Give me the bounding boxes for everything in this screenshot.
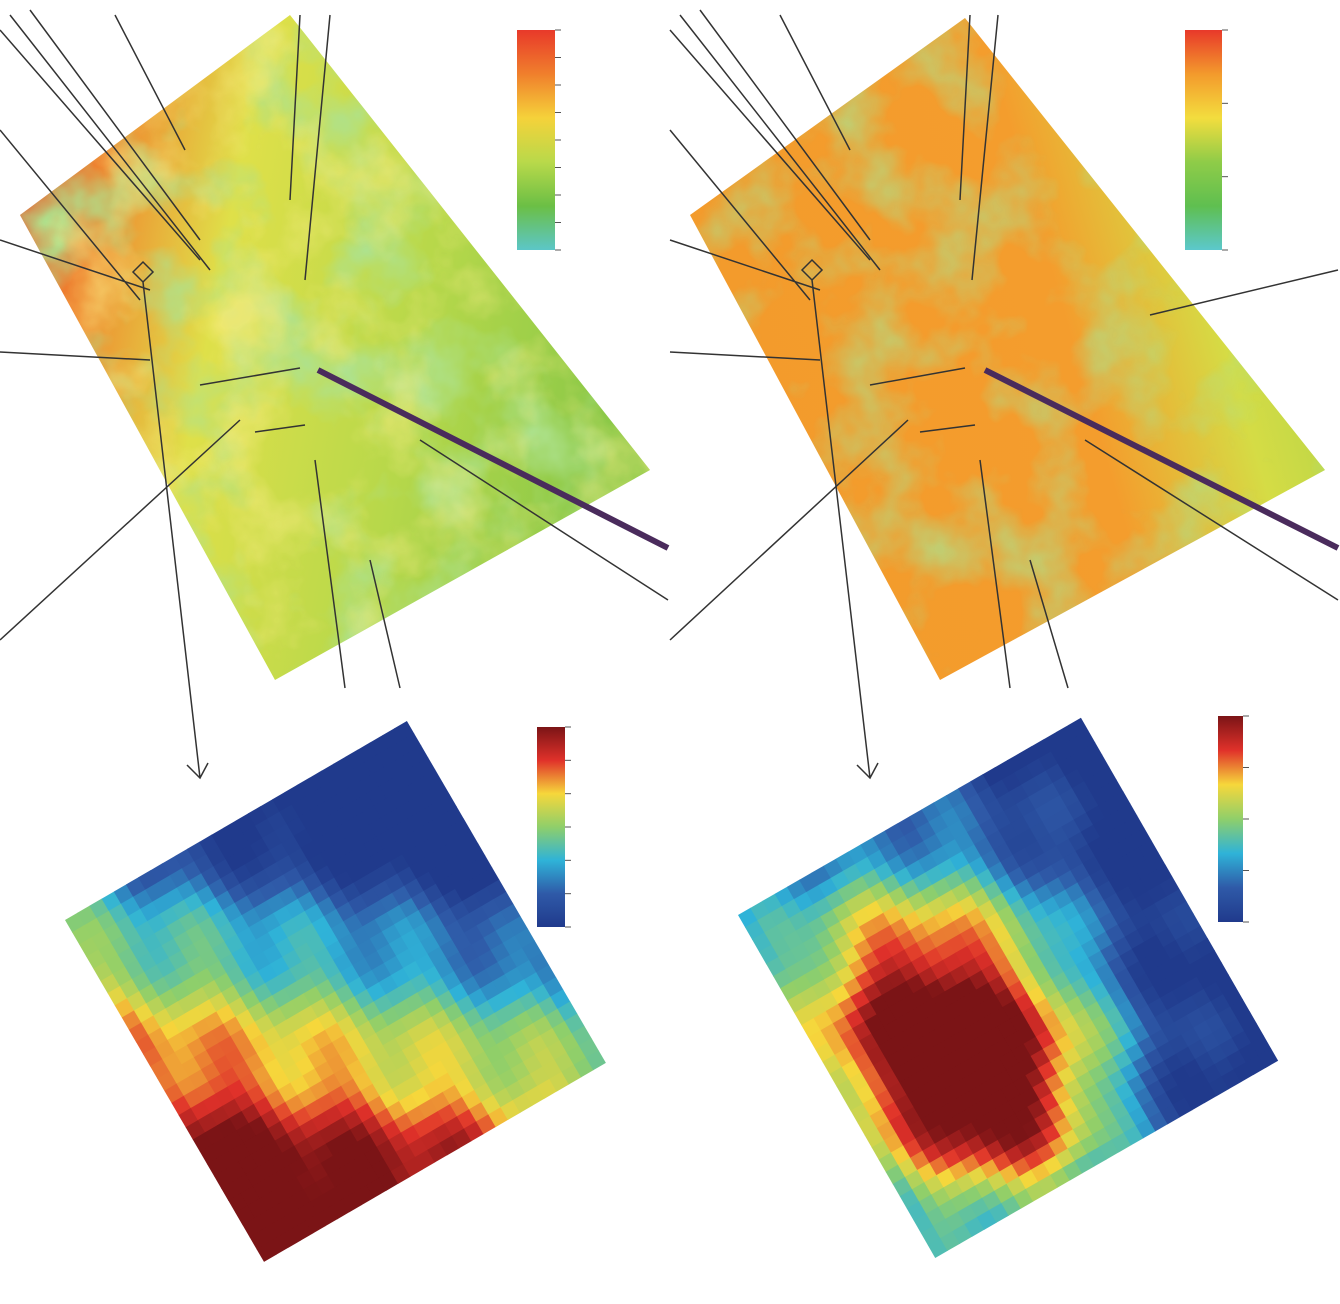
grid-map-bottom-left: [65, 721, 606, 1262]
colorbar: [537, 727, 565, 927]
colorbar: [1218, 716, 1243, 922]
colorbar: [517, 30, 555, 250]
colorbar: [1185, 30, 1222, 250]
well-lines: [0, 9, 1340, 780]
colorbars: [517, 29, 1249, 928]
grid-cell: [585, 1050, 606, 1071]
grid-map-bottom-right: [738, 717, 1279, 1258]
grid-cell: [1258, 1047, 1279, 1069]
